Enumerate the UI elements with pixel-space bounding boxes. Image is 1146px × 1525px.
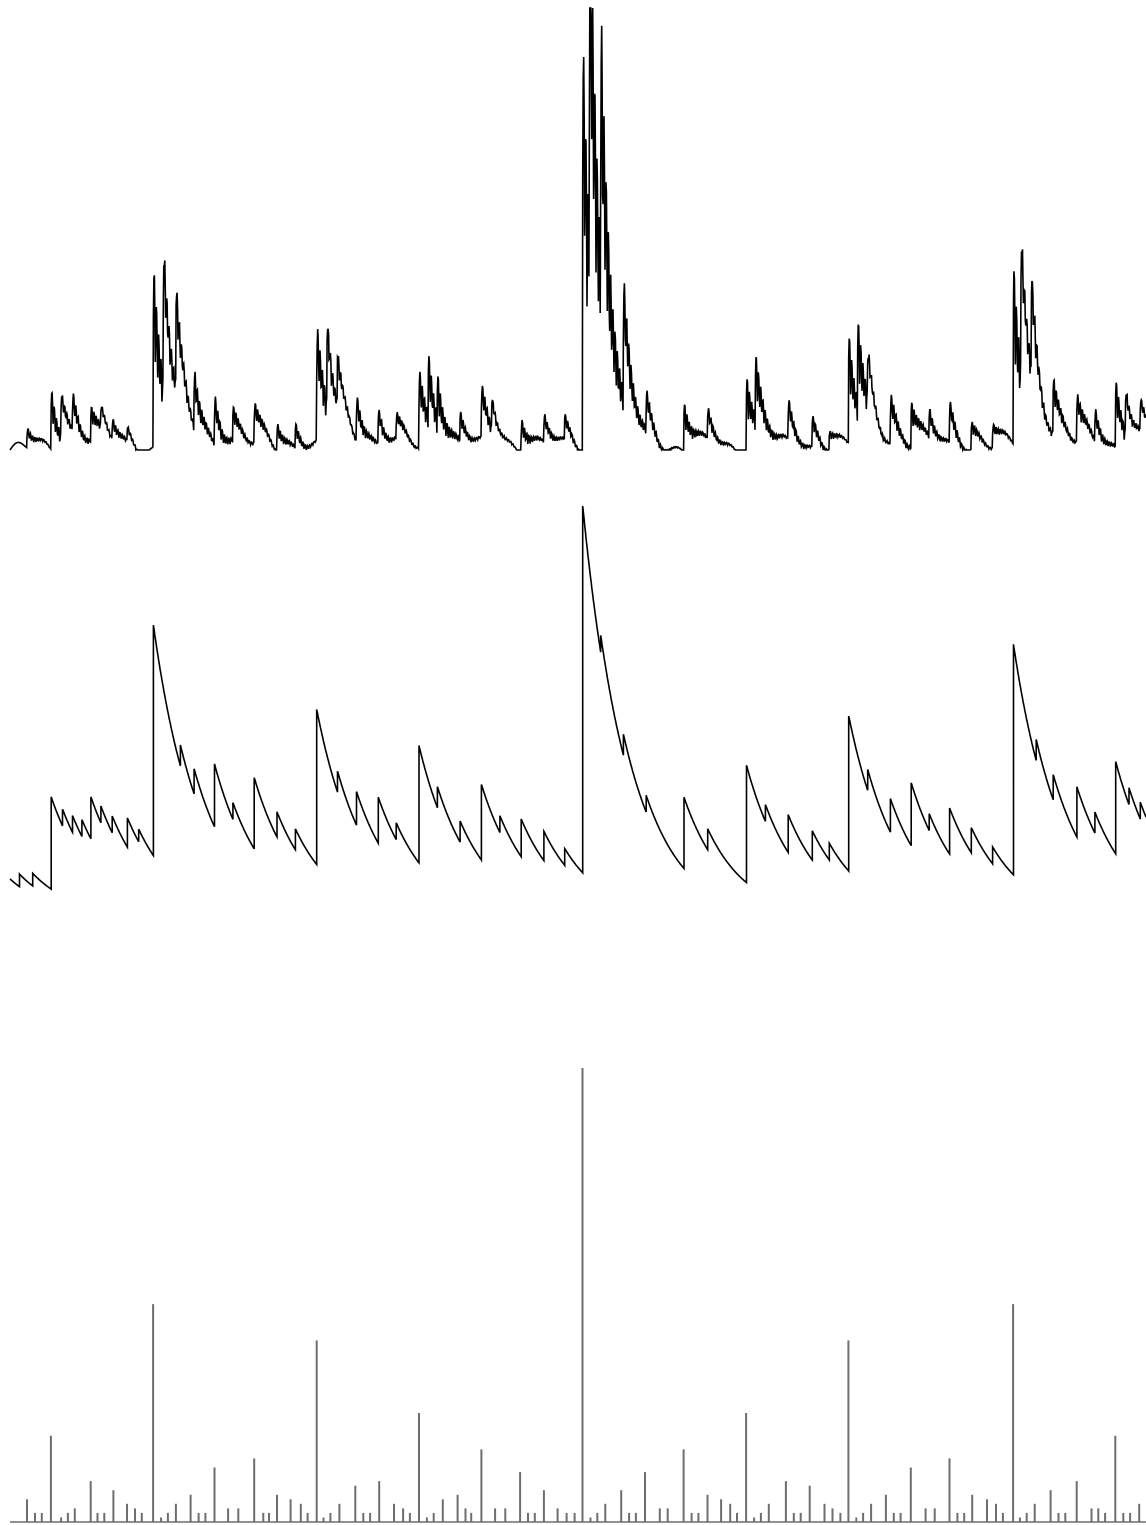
middle-envelope-panel — [9, 505, 1146, 891]
bottom-stem-panel — [10, 1068, 1146, 1523]
envelope-trace — [9, 505, 1146, 891]
waveform-trace — [9, 7, 1146, 453]
top-waveform-panel — [9, 7, 1146, 453]
